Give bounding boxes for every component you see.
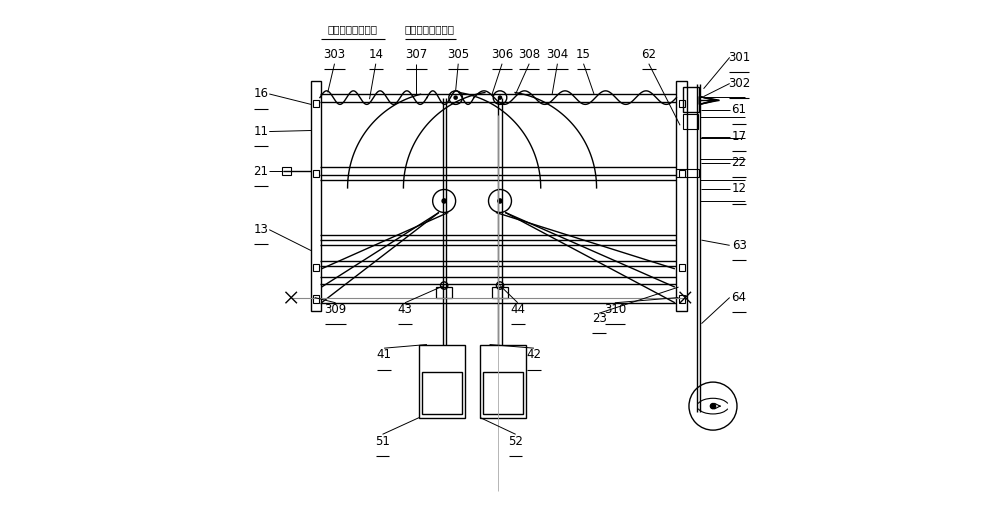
Bar <box>676 81 687 311</box>
Circle shape <box>454 96 457 99</box>
Bar <box>679 264 685 271</box>
Text: 16: 16 <box>253 88 268 100</box>
Bar <box>436 287 452 298</box>
Text: 21: 21 <box>253 165 268 177</box>
Text: 61: 61 <box>732 103 747 116</box>
Text: 42: 42 <box>526 349 541 361</box>
Bar <box>679 170 685 177</box>
Text: 309: 309 <box>324 303 347 315</box>
Bar <box>313 264 319 271</box>
Circle shape <box>498 199 502 203</box>
Circle shape <box>498 96 502 99</box>
Text: 51: 51 <box>375 435 390 447</box>
Bar <box>282 167 291 175</box>
Text: 左导向槽直道部分: 左导向槽直道部分 <box>328 23 378 34</box>
Text: 41: 41 <box>377 349 392 361</box>
Bar <box>419 345 465 418</box>
Bar <box>676 169 699 177</box>
Bar <box>492 287 508 298</box>
Text: 11: 11 <box>253 125 268 138</box>
Text: 17: 17 <box>732 130 747 143</box>
Text: 43: 43 <box>398 303 412 315</box>
Bar <box>683 87 699 112</box>
Text: 15: 15 <box>576 49 591 61</box>
Bar <box>480 345 526 418</box>
Bar <box>683 114 698 129</box>
Text: 303: 303 <box>323 49 346 61</box>
Bar <box>313 295 319 303</box>
Text: 左导向槽弯道部分: 左导向槽弯道部分 <box>405 23 455 34</box>
Polygon shape <box>699 97 719 104</box>
Text: 62: 62 <box>641 49 656 61</box>
Text: 12: 12 <box>732 183 747 195</box>
Text: 307: 307 <box>405 49 428 61</box>
Bar <box>311 81 321 311</box>
Text: 310: 310 <box>604 303 626 315</box>
Text: 304: 304 <box>546 49 569 61</box>
Circle shape <box>442 199 446 203</box>
Text: 44: 44 <box>510 303 525 315</box>
Text: 22: 22 <box>732 157 747 169</box>
Text: 305: 305 <box>447 49 469 61</box>
Circle shape <box>710 404 716 409</box>
Text: 301: 301 <box>728 51 750 64</box>
Bar <box>679 100 685 107</box>
Text: 63: 63 <box>732 239 747 252</box>
Text: 52: 52 <box>508 435 523 447</box>
Text: 308: 308 <box>518 49 540 61</box>
Bar <box>313 170 319 177</box>
Bar <box>422 372 462 414</box>
Text: 306: 306 <box>491 49 513 61</box>
Text: 64: 64 <box>732 291 747 304</box>
Bar <box>313 100 319 107</box>
Text: 13: 13 <box>253 223 268 236</box>
Text: 302: 302 <box>728 77 750 90</box>
Bar <box>679 295 685 303</box>
Bar <box>483 372 523 414</box>
Text: 23: 23 <box>592 312 607 325</box>
Text: 14: 14 <box>368 49 383 61</box>
